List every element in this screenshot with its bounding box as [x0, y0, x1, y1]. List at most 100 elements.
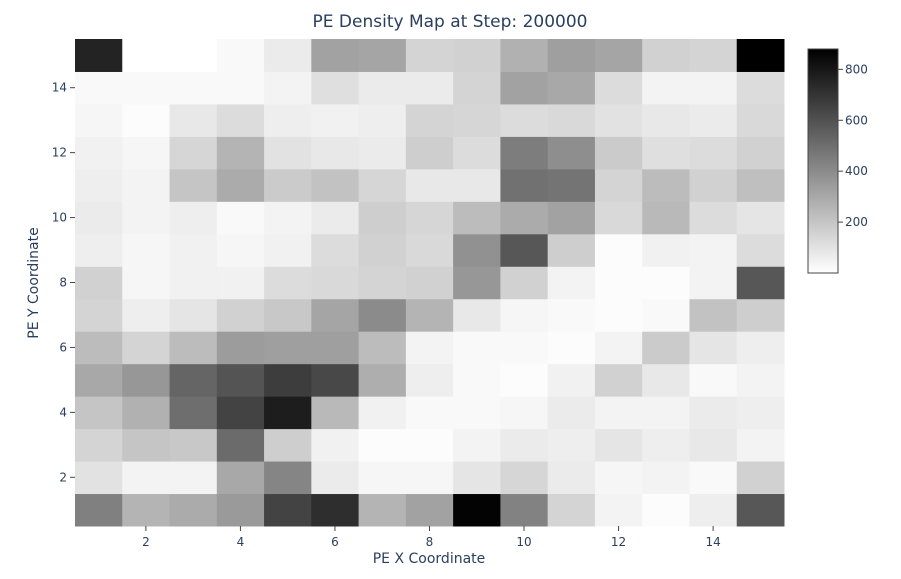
heatmap-cell	[500, 428, 549, 462]
heatmap-cell	[216, 201, 265, 235]
heatmap-cell	[642, 363, 690, 397]
heatmap-cell	[311, 461, 360, 495]
chart-title: PE Density Map at Step: 200000	[313, 12, 588, 32]
heatmap-cell	[642, 168, 690, 202]
heatmap-cell	[75, 461, 123, 495]
heatmap-cell	[547, 428, 596, 462]
y-tick-label: 2	[59, 470, 67, 484]
heatmap-cell	[689, 493, 738, 527]
heatmap-cell	[453, 168, 501, 202]
heatmap-cell	[264, 201, 312, 235]
heatmap-cell	[122, 396, 171, 430]
colorbar-tick-label: 800	[845, 62, 868, 76]
heatmap-cell	[689, 39, 738, 72]
heatmap-cell	[216, 103, 265, 137]
heatmap-cell	[736, 201, 785, 235]
heatmap-cell	[358, 298, 407, 332]
heatmap-cell	[216, 363, 265, 397]
heatmap-cell	[500, 493, 549, 527]
heatmap-cell	[405, 168, 454, 202]
heatmap-cell	[500, 363, 549, 397]
heatmap-cell	[311, 266, 360, 300]
heatmap-cell	[500, 71, 549, 105]
heatmap-cell	[500, 39, 549, 72]
heatmap-cell	[594, 168, 643, 202]
heatmap-cell	[358, 428, 407, 462]
heatmap-cell	[594, 331, 643, 365]
heatmap-cell	[736, 266, 785, 300]
heatmap-cell	[689, 396, 738, 430]
heatmap-cell	[169, 493, 218, 527]
heatmap-cell	[75, 331, 123, 365]
heatmap-cell	[122, 363, 171, 397]
heatmap-cell	[169, 168, 218, 202]
heatmap-cell	[264, 298, 312, 332]
heatmap-cells	[75, 39, 785, 527]
heatmap-cell	[594, 103, 643, 137]
heatmap-cell	[736, 136, 785, 170]
heatmap-cell	[405, 136, 454, 170]
heatmap-cell	[311, 103, 360, 137]
heatmap-cell	[358, 266, 407, 300]
heatmap-cell	[311, 331, 360, 365]
heatmap-cell	[642, 266, 690, 300]
heatmap-cell	[594, 493, 643, 527]
heatmap-cell	[169, 136, 218, 170]
heatmap-cell	[689, 428, 738, 462]
heatmap-cell	[264, 103, 312, 137]
heatmap-cell	[311, 39, 360, 72]
heatmap-cell	[122, 233, 171, 267]
heatmap-cell	[122, 39, 171, 72]
heatmap-cell	[500, 201, 549, 235]
heatmap-cell	[122, 428, 171, 462]
heatmap-cell	[169, 201, 218, 235]
heatmap-cell	[122, 331, 171, 365]
heatmap-cell	[547, 363, 596, 397]
heatmap-cell	[358, 233, 407, 267]
heatmap-cell	[216, 266, 265, 300]
heatmap-cell	[500, 168, 549, 202]
heatmap-cell	[594, 396, 643, 430]
y-axis-title: PE Y Coordinate	[26, 227, 42, 339]
heatmap-cell	[405, 71, 454, 105]
heatmap-cell	[75, 168, 123, 202]
heatmap-cell	[169, 428, 218, 462]
heatmap-cell	[736, 493, 785, 527]
heatmap-cell	[689, 298, 738, 332]
heatmap-cell	[500, 331, 549, 365]
heatmap-cell	[500, 461, 549, 495]
heatmap-cell	[122, 266, 171, 300]
heatmap-cell	[736, 363, 785, 397]
heatmap-cell	[547, 103, 596, 137]
heatmap-cell	[547, 298, 596, 332]
heatmap-cell	[736, 331, 785, 365]
heatmap-cell	[405, 103, 454, 137]
heatmap-cell	[642, 201, 690, 235]
heatmap-cell	[689, 363, 738, 397]
heatmap-cell	[453, 493, 501, 527]
heatmap-cell	[453, 363, 501, 397]
heatmap-cell	[122, 168, 171, 202]
heatmap-cell	[500, 136, 549, 170]
heatmap-cell	[264, 428, 312, 462]
heatmap-cell	[216, 136, 265, 170]
heatmap-cell	[736, 461, 785, 495]
heatmap-cell	[311, 201, 360, 235]
heatmap-cell	[453, 298, 501, 332]
heatmap-cell	[405, 331, 454, 365]
heatmap-cell	[216, 461, 265, 495]
heatmap-cell	[264, 396, 312, 430]
heatmap-cell	[500, 266, 549, 300]
heatmap-cell	[453, 103, 501, 137]
heatmap-cell	[642, 493, 690, 527]
heatmap-cell	[169, 363, 218, 397]
heatmap-cell	[75, 71, 123, 105]
heatmap-cell	[216, 493, 265, 527]
heatmap-cell	[75, 298, 123, 332]
heatmap-cell	[453, 396, 501, 430]
heatmap-cell	[216, 331, 265, 365]
heatmap-cell	[405, 363, 454, 397]
colorbar: 200 400 600 800	[807, 48, 868, 274]
heatmap-cell	[736, 39, 785, 72]
